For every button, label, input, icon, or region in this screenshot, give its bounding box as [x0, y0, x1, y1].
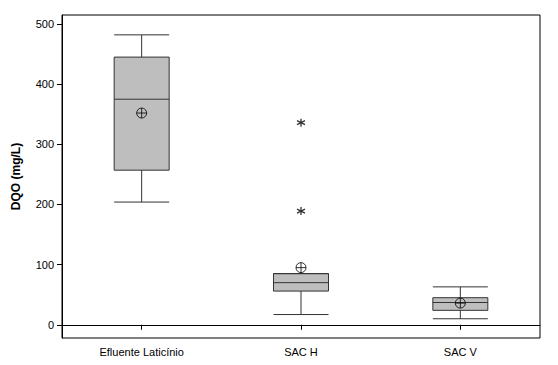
svg-text:SAC V: SAC V — [444, 346, 478, 358]
svg-text:DQO (mg/L): DQO (mg/L) — [9, 143, 23, 210]
svg-text:SAC H: SAC H — [284, 346, 318, 358]
svg-text:0: 0 — [48, 319, 54, 331]
svg-text:500: 500 — [36, 18, 54, 30]
svg-text:200: 200 — [36, 198, 54, 210]
svg-text:400: 400 — [36, 78, 54, 90]
svg-text:Efluente Laticínio: Efluente Laticínio — [99, 346, 183, 358]
svg-text:100: 100 — [36, 259, 54, 271]
svg-text:300: 300 — [36, 138, 54, 150]
